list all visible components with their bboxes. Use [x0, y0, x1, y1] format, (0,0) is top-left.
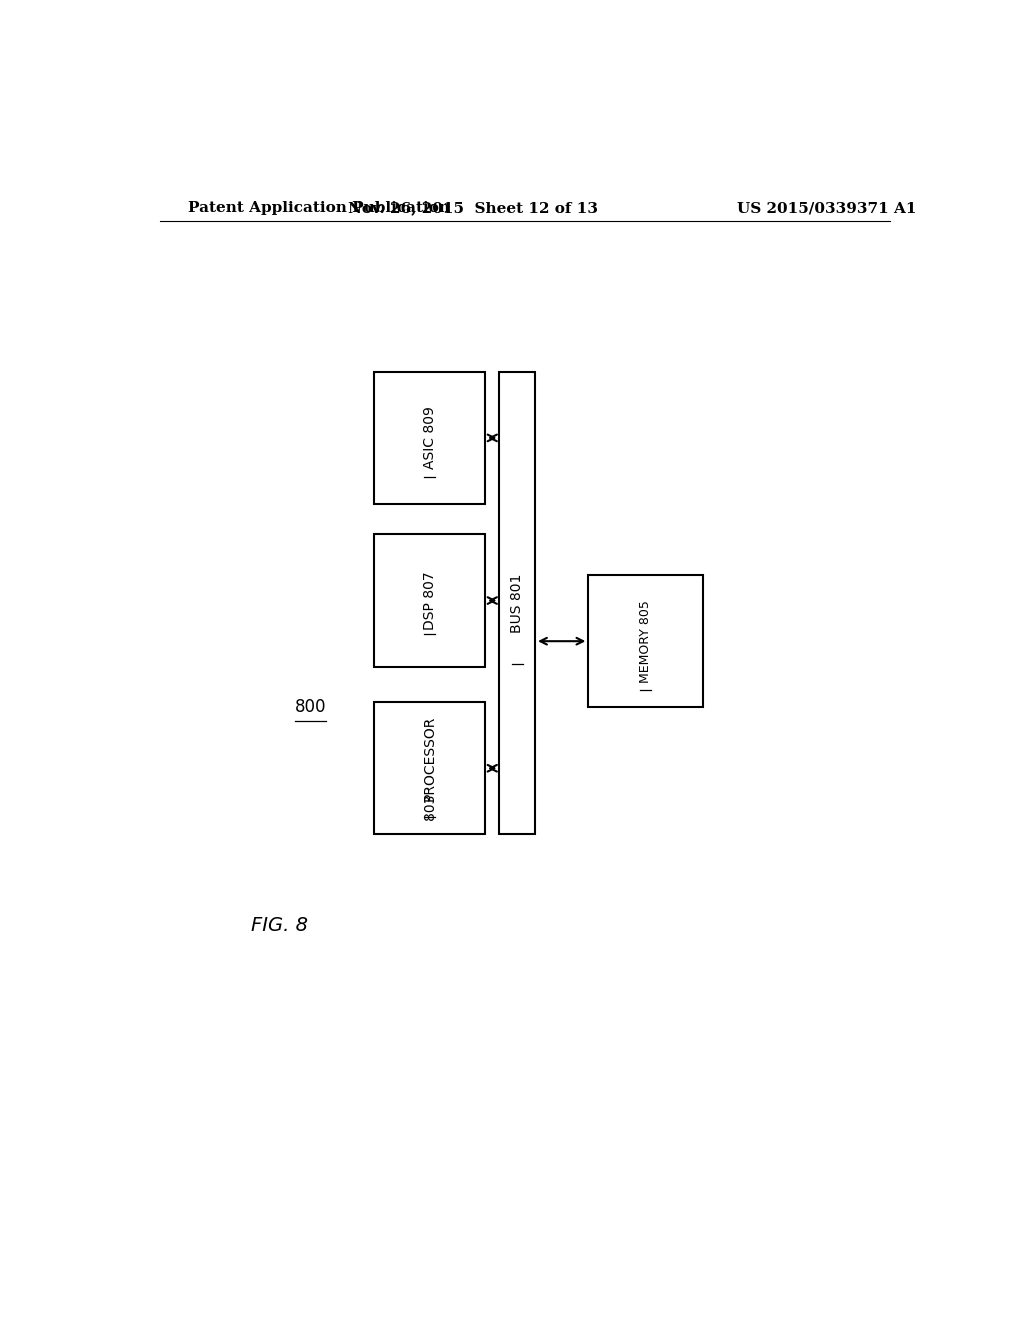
Bar — [500, 372, 536, 834]
Bar — [374, 372, 485, 504]
Text: 800: 800 — [295, 698, 327, 717]
Text: DSP 807: DSP 807 — [423, 572, 436, 630]
Text: MEMORY 805: MEMORY 805 — [639, 599, 652, 682]
Text: FIG. 8: FIG. 8 — [251, 916, 308, 936]
Text: 803: 803 — [423, 793, 436, 820]
Bar — [374, 702, 485, 834]
Bar — [588, 576, 703, 708]
Bar — [374, 535, 485, 667]
Text: Patent Application Publication: Patent Application Publication — [187, 201, 450, 215]
Text: ASIC 809: ASIC 809 — [423, 407, 436, 470]
Text: US 2015/0339371 A1: US 2015/0339371 A1 — [736, 201, 916, 215]
Text: Nov. 26, 2015  Sheet 12 of 13: Nov. 26, 2015 Sheet 12 of 13 — [348, 201, 598, 215]
Text: BUS 801: BUS 801 — [510, 573, 524, 632]
Text: PROCESSOR: PROCESSOR — [423, 715, 436, 801]
